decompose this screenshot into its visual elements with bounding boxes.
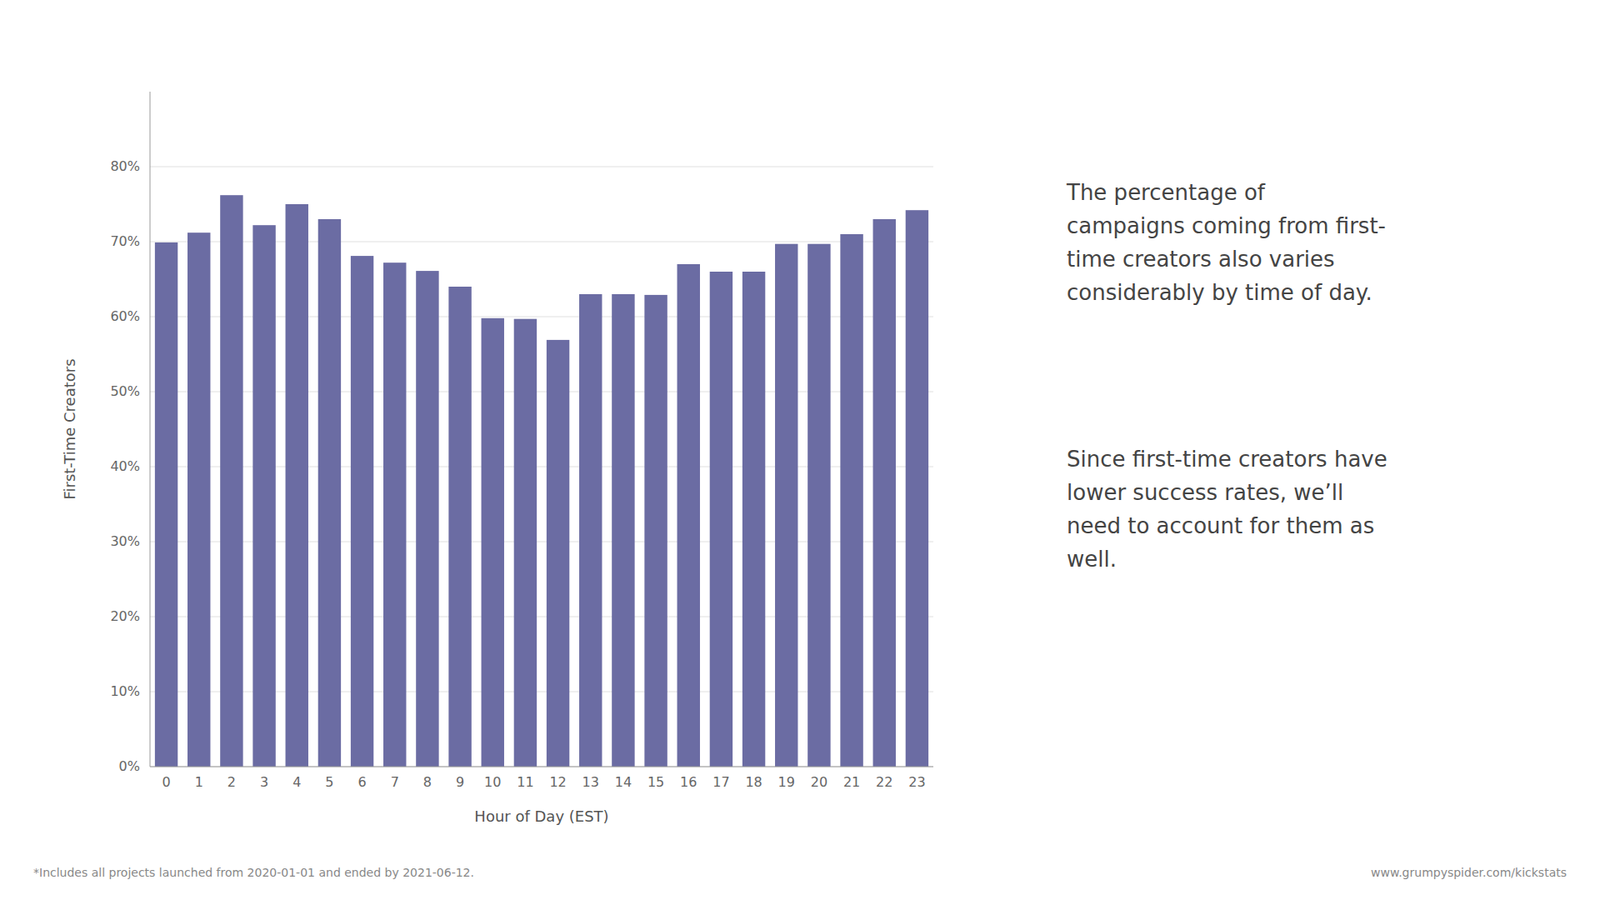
grid — [150, 166, 934, 767]
x-tick-label: 5 — [325, 774, 334, 790]
bar — [611, 294, 635, 767]
y-axis-line — [150, 91, 151, 767]
bar — [644, 295, 667, 767]
x-tick-label: 21 — [843, 774, 860, 790]
x-tick-label: 2 — [227, 774, 236, 790]
x-tick-label: 0 — [161, 774, 170, 790]
bar — [448, 286, 471, 767]
x-tick-label: 10 — [484, 774, 501, 790]
bar — [318, 219, 341, 767]
bars — [155, 195, 929, 767]
bar — [873, 219, 896, 767]
x-tick-label: 9 — [455, 774, 465, 790]
footnote: *Includes all projects launched from 202… — [33, 865, 475, 880]
chart-svg: 0%10%20%30%40%50%60%70%80%01234567891011… — [0, 0, 1600, 900]
url: www.grumpyspider.com/kickstats — [1370, 865, 1567, 880]
x-axis-label: Hour of Day (EST) — [474, 807, 609, 825]
bar — [252, 225, 275, 767]
x-tick-label: 7 — [390, 774, 400, 790]
x-tick-label: 19 — [778, 774, 795, 790]
x-tick-label: 4 — [292, 774, 301, 790]
bar — [807, 244, 830, 767]
annotation: Since first-time creators havelower succ… — [1066, 446, 1388, 572]
x-tick-label: 6 — [357, 774, 366, 790]
bar — [742, 271, 765, 767]
x-tick-label: 16 — [680, 774, 697, 790]
y-tick-label: 10% — [110, 683, 140, 700]
bar — [415, 270, 439, 767]
x-axis-line — [150, 766, 934, 768]
x-tick-label: 1 — [195, 774, 204, 790]
x-tick-label: 3 — [260, 774, 269, 790]
y-tick-label: 20% — [110, 608, 140, 625]
y-tick-label: 80% — [110, 158, 140, 175]
y-tick-label: 40% — [110, 458, 140, 475]
x-tick-label: 23 — [908, 774, 925, 790]
y-tick-label: 70% — [110, 233, 140, 250]
background — [0, 0, 1600, 900]
bar — [579, 294, 602, 767]
grid-line — [150, 166, 934, 168]
bar — [546, 340, 570, 767]
bar — [155, 242, 178, 767]
bar — [677, 264, 700, 767]
x-tick-label: 15 — [647, 774, 665, 790]
x-tick-label: 20 — [810, 774, 828, 790]
bar — [710, 271, 733, 767]
x-tick-label: 14 — [615, 774, 632, 790]
x-tick-label: 11 — [516, 774, 534, 790]
x-tick-label: 8 — [423, 774, 432, 790]
y-tick-label: 50% — [110, 383, 140, 400]
bar — [775, 244, 798, 767]
x-tick-label: 13 — [582, 774, 600, 790]
y-axis-label: First-Time Creators — [60, 358, 79, 500]
grid-line — [150, 766, 934, 768]
chart-container: 0%10%20%30%40%50%60%70%80%01234567891011… — [0, 0, 1600, 900]
x-tick-label: 18 — [745, 774, 762, 790]
bar — [350, 255, 374, 767]
x-tick-label: 22 — [875, 774, 893, 790]
y-tick-label: 30% — [110, 533, 140, 550]
y-tick-label: 0% — [119, 758, 140, 775]
x-tick-label: 12 — [549, 774, 566, 790]
bar — [905, 210, 929, 767]
annotation: The percentage ofcampaigns coming from f… — [1065, 180, 1386, 305]
x-tick-label: 17 — [712, 774, 730, 790]
bar — [220, 195, 243, 767]
bar — [383, 262, 406, 767]
bar — [840, 234, 863, 767]
bar — [187, 232, 210, 767]
y-tick-label: 60% — [110, 308, 140, 325]
bar — [285, 204, 309, 767]
bar — [481, 318, 505, 767]
bar — [514, 319, 537, 767]
